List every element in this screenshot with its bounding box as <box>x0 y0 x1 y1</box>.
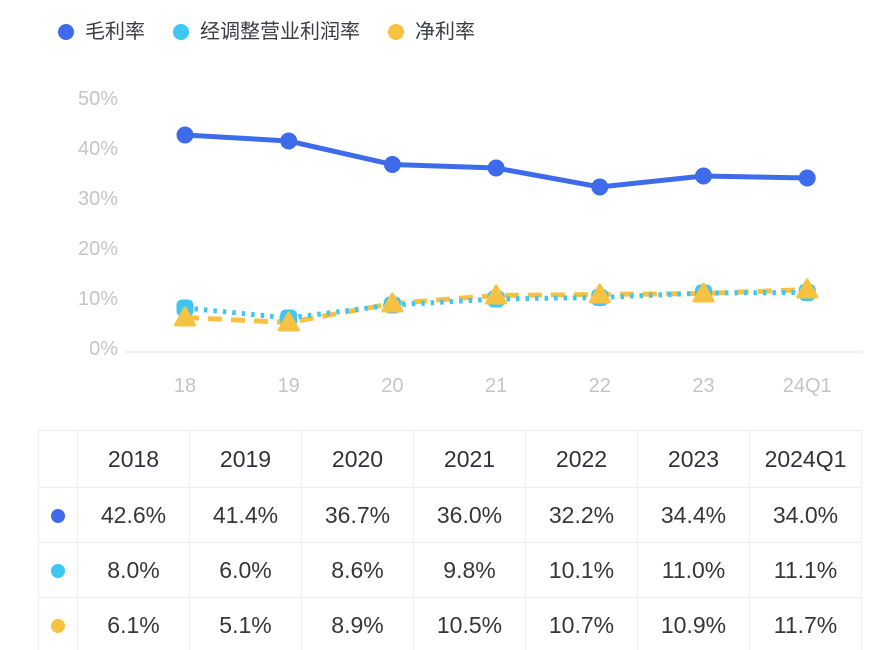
data-point-triangle <box>796 278 819 299</box>
table-cell: 32.2% <box>525 487 638 543</box>
x-axis-tick-label: 23 <box>692 375 714 397</box>
table-cell: 11.0% <box>637 542 750 598</box>
table-cell: 8.0% <box>77 542 190 598</box>
legend-label: 净利率 <box>415 21 475 43</box>
data-point-triangle <box>692 282 715 303</box>
line-chart: 0% 10% 20% 30% 40% 50% 18 19 20 21 22 23 24Q1 <box>78 88 863 397</box>
y-axis-tick-label: 50% <box>78 88 118 110</box>
table-head: 2018 2019 2020 2021 2022 2023 2024Q1 <box>38 430 862 488</box>
data-point-triangle <box>485 284 508 305</box>
chart-legend: 毛利率 经调整营业利润率 净利率 <box>58 21 475 42</box>
table-header-cell: 2021 <box>413 430 526 488</box>
table-cell: 36.0% <box>413 487 526 543</box>
series-dot-icon <box>51 619 65 634</box>
legend-label: 毛利率 <box>85 21 145 43</box>
table-header-series-column <box>38 430 78 488</box>
data-point-triangle <box>174 306 196 327</box>
data-point-circle <box>487 159 505 177</box>
data-point-triangle <box>277 311 300 332</box>
series-dot-cell <box>38 597 78 650</box>
series-dot-cell <box>38 542 78 598</box>
legend-label: 经调整营业利润率 <box>200 21 360 43</box>
data-point-circle <box>695 167 712 185</box>
table-cell: 6.0% <box>189 542 302 598</box>
series-dot-cell <box>38 487 78 543</box>
table-cell: 36.7% <box>301 487 414 543</box>
x-axis-tick-label: 22 <box>589 375 611 397</box>
table-row: 8.0% 6.0% 8.6% 9.8% 10.1% 11.0% 11.1% <box>38 542 862 598</box>
series-dot-icon <box>51 564 65 579</box>
table-cell: 34.4% <box>637 487 750 543</box>
table-header-cell: 2018 <box>77 430 190 488</box>
x-axis-tick-label: 18 <box>174 375 196 397</box>
legend-dot-icon <box>173 23 189 40</box>
y-axis-tick-label: 0% <box>89 338 118 360</box>
legend-item-adjusted-operating-margin[interactable]: 经调整营业利润率 <box>173 21 360 42</box>
legend-dot-icon <box>388 23 404 40</box>
y-axis-tick-label: 40% <box>78 138 118 160</box>
table-header-cell: 2020 <box>301 430 414 488</box>
table-cell: 34.0% <box>749 487 862 543</box>
table-cell: 9.8% <box>413 542 526 598</box>
margin-data-table: 2018 2019 2020 2021 2022 2023 2024Q1 42.6% 41.4… <box>38 430 862 650</box>
table-cell: 10.7% <box>525 597 638 650</box>
series-dot-icon <box>51 509 65 524</box>
table-header-cell: 2019 <box>189 430 302 488</box>
data-point-circle <box>591 178 609 196</box>
data-point-circle <box>176 126 194 144</box>
table-header-cell: 2024Q1 <box>749 430 862 488</box>
table-cell: 10.9% <box>637 597 750 650</box>
x-axis-tick-label: 20 <box>381 375 403 397</box>
table-cell: 5.1% <box>189 597 302 650</box>
table-cell: 11.7% <box>749 597 862 650</box>
table-row: 42.6% 41.4% 36.7% 36.0% 32.2% 34.4% 34.0% <box>38 487 862 543</box>
y-axis-tick-label: 10% <box>78 288 118 310</box>
data-point-circle <box>383 156 401 173</box>
table-header-cell: 2022 <box>525 430 638 488</box>
table-cell: 8.6% <box>301 542 414 598</box>
table-cell: 10.5% <box>413 597 526 650</box>
x-axis-tick-label: 21 <box>485 375 507 397</box>
data-point-triangle <box>588 283 611 304</box>
y-axis-tick-label: 30% <box>78 188 118 210</box>
y-axis-tick-label: 20% <box>78 238 118 260</box>
legend-item-net-margin[interactable]: 净利率 <box>388 21 475 42</box>
table-cell: 8.9% <box>301 597 414 650</box>
table-row: 6.1% 5.1% 8.9% 10.5% 10.7% 10.9% 11.7% <box>38 597 862 650</box>
data-point-triangle <box>381 292 404 313</box>
table-cell: 10.1% <box>525 542 638 598</box>
table-cell: 11.1% <box>749 542 862 598</box>
x-axis-tick-label: 19 <box>278 375 300 397</box>
table-cell: 6.1% <box>77 597 190 650</box>
table-header-cell: 2023 <box>637 430 750 488</box>
data-point-circle <box>798 169 816 187</box>
x-axis-tick-label: 24Q1 <box>783 375 832 397</box>
data-point-circle <box>280 132 298 150</box>
table-cell: 41.4% <box>189 487 302 543</box>
table-body: 42.6% 41.4% 36.7% 36.0% 32.2% 34.4% 34.0% 8.0% 6… <box>38 487 862 650</box>
table-cell: 42.6% <box>77 487 190 543</box>
table-header-row: 2018 2019 2020 2021 2022 2023 2024Q1 <box>38 430 862 488</box>
legend-item-gross-margin[interactable]: 毛利率 <box>58 21 145 42</box>
legend-dot-icon <box>58 23 74 40</box>
